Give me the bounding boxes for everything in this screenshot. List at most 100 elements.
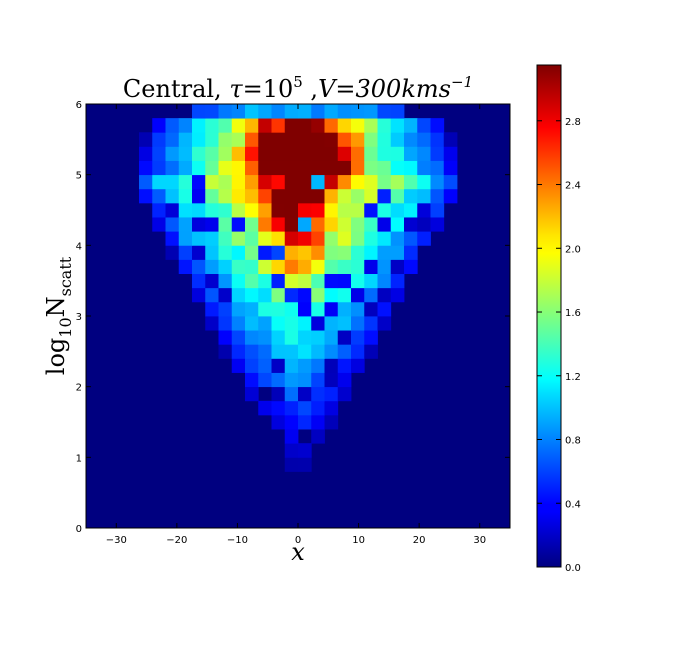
- heatmap-cell: [324, 273, 339, 289]
- heatmap-cell: [404, 259, 418, 274]
- heatmap-cell: [165, 146, 180, 161]
- heatmap-cell: [364, 217, 378, 232]
- heatmap-cell: [404, 160, 418, 176]
- heatmap-cell: [324, 301, 339, 317]
- heatmap-cell: [298, 174, 312, 190]
- heatmap-cell: [311, 160, 325, 176]
- heatmap-cell: [205, 245, 219, 260]
- heatmap-cell: [417, 188, 431, 204]
- heatmap-cell: [192, 146, 206, 161]
- heatmap-cell: [165, 188, 180, 204]
- heatmap-cell: [298, 372, 312, 388]
- heatmap-cell: [231, 146, 246, 161]
- heatmap-cell: [364, 231, 378, 246]
- heatmap-cell: [284, 188, 299, 204]
- heatmap-cell: [258, 301, 272, 317]
- colorbar-tick-label: 0.0: [565, 563, 581, 574]
- heatmap-cell: [284, 273, 299, 289]
- heatmap-cell: [245, 386, 259, 402]
- heatmap-cell: [284, 132, 299, 147]
- heatmap-cell: [271, 301, 286, 317]
- heatmap-cell: [205, 188, 219, 204]
- heatmap-cell: [390, 231, 405, 246]
- heatmap-cell: [205, 202, 219, 218]
- heatmap-cell: [298, 188, 312, 204]
- heatmap-cell: [231, 245, 246, 260]
- heatmap-cell: [351, 358, 365, 373]
- heatmap-cell: [390, 217, 405, 232]
- heatmap-cell: [364, 174, 378, 190]
- heatmap-cell: [351, 160, 365, 176]
- heatmap-cell: [417, 146, 431, 161]
- heatmap-cell: [351, 231, 365, 246]
- heatmap-cell: [205, 104, 219, 119]
- heatmap-cell: [337, 217, 352, 232]
- heatmap-cell: [298, 400, 312, 416]
- heatmap-cell: [192, 273, 206, 289]
- heatmap-cell: [377, 316, 392, 331]
- heatmap-cell: [139, 160, 153, 176]
- heatmap-cell: [165, 245, 180, 260]
- heatmap-cell: [364, 160, 378, 176]
- heatmap-cell: [231, 231, 246, 246]
- heatmap-cell: [231, 217, 246, 232]
- heatmap-cell: [231, 188, 246, 204]
- heatmap-cell: [430, 146, 445, 161]
- heatmap-cell: [178, 146, 193, 161]
- heatmap-cell: [404, 231, 418, 246]
- heatmap-cell: [390, 174, 405, 190]
- heatmap-cell: [404, 202, 418, 218]
- heatmap-cell: [165, 132, 180, 147]
- heatmap-cell: [271, 160, 286, 176]
- heatmap-cell: [258, 132, 272, 147]
- y-tick-label: 5: [76, 171, 82, 182]
- heatmap-cell: [139, 132, 153, 147]
- heatmap-cell: [364, 245, 378, 260]
- heatmap-cell: [192, 217, 206, 232]
- heatmap-cell: [245, 287, 259, 303]
- heatmap-cell: [231, 202, 246, 218]
- heatmap-cell: [245, 202, 259, 218]
- heatmap-cell: [165, 160, 180, 176]
- heatmap-cell: [231, 174, 246, 190]
- heatmap-cell: [377, 217, 392, 232]
- heatmap-cell: [231, 316, 246, 331]
- heatmap-cell: [298, 202, 312, 218]
- heatmap-cell: [298, 386, 312, 402]
- x-tick-label: −30: [106, 535, 127, 546]
- heatmap-cell: [231, 259, 246, 274]
- heatmap-cell: [245, 273, 259, 289]
- heatmap-cell: [311, 386, 325, 402]
- heatmap-cell: [443, 160, 458, 176]
- heatmap-cell: [324, 202, 339, 218]
- heatmap-cell: [377, 273, 392, 289]
- heatmap-cell: [178, 245, 193, 260]
- heatmap-cell: [152, 132, 166, 147]
- heatmap-cell: [178, 174, 193, 190]
- heatmap-cell: [351, 330, 365, 345]
- heatmap-cell: [324, 174, 339, 190]
- heatmap-cell: [192, 188, 206, 204]
- heatmap-cell: [258, 245, 272, 260]
- heatmap-cell: [258, 273, 272, 289]
- heatmap-cell: [245, 104, 259, 119]
- heatmap-cell: [430, 202, 445, 218]
- heatmap-cell: [351, 316, 365, 331]
- heatmap-cell: [205, 231, 219, 246]
- colorbar-tick-label: 2.4: [565, 181, 581, 192]
- heatmap-cell: [284, 316, 299, 331]
- heatmap-cell: [311, 273, 325, 289]
- heatmap-cell: [218, 344, 233, 359]
- heatmap-cell: [430, 174, 445, 190]
- heatmap-cell: [152, 202, 166, 218]
- heatmap-cell: [443, 188, 458, 204]
- heatmap-cell: [404, 118, 418, 133]
- heatmap-cell: [337, 146, 352, 161]
- heatmap-cell: [258, 202, 272, 218]
- heatmap-cell: [245, 372, 259, 388]
- heatmap-cell: [218, 330, 233, 345]
- heatmap-cell: [311, 358, 325, 373]
- heatmap-cell: [351, 287, 365, 303]
- x-tick-label: 20: [413, 535, 426, 546]
- heatmap-cell: [430, 217, 445, 232]
